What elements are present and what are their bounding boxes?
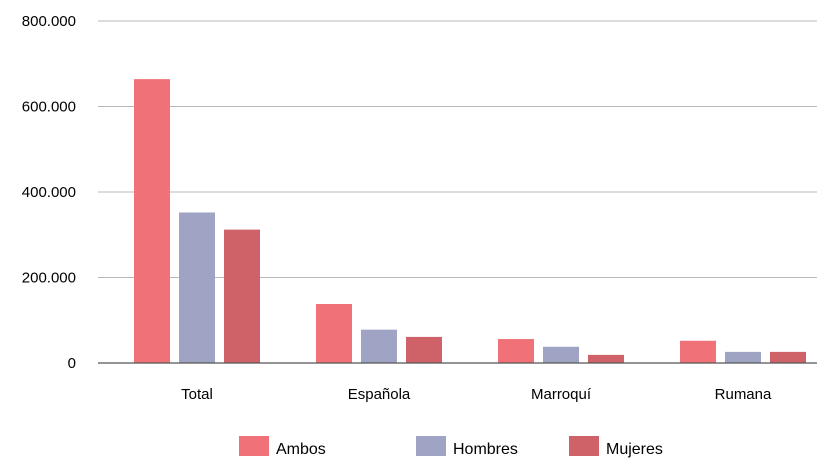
x-category-label: Española — [348, 386, 411, 403]
bar-hombres-0 — [179, 212, 215, 363]
bar-hombres-2 — [543, 346, 579, 363]
legend-swatch-hombres — [416, 436, 446, 456]
bar-ambos-3 — [680, 340, 716, 363]
legend: Ambos Hombres Mujeres — [239, 436, 663, 458]
bar-hombres-1 — [361, 329, 397, 363]
x-axis-labels: Total Española Marroquí Rumana — [181, 386, 772, 403]
y-axis-ticks: 0 200.000 400.000 600.000 800.000 — [22, 13, 76, 372]
gridlines — [98, 20, 817, 278]
legend-label-ambos: Ambos — [276, 441, 326, 458]
bar-mujeres-3 — [770, 351, 806, 363]
y-tick-label: 800.000 — [22, 13, 76, 30]
y-tick-label: 400.000 — [22, 184, 76, 201]
bar-ambos-0 — [134, 79, 170, 363]
bar-mujeres-1 — [406, 336, 442, 363]
bar-mujeres-0 — [224, 229, 260, 363]
x-category-label: Rumana — [715, 386, 772, 403]
bar-ambos-1 — [316, 304, 352, 363]
x-category-label: Total — [181, 386, 213, 403]
bar-hombres-3 — [725, 351, 761, 363]
x-category-label: Marroquí — [531, 386, 592, 403]
bar-ambos-2 — [498, 339, 534, 363]
legend-label-mujeres: Mujeres — [606, 441, 663, 458]
y-tick-label: 600.000 — [22, 99, 76, 116]
bars — [134, 79, 806, 363]
y-tick-label: 200.000 — [22, 270, 76, 287]
legend-swatch-ambos — [239, 436, 269, 456]
y-tick-label: 0 — [68, 355, 76, 372]
bar-mujeres-2 — [588, 354, 624, 363]
legend-swatch-mujeres — [569, 436, 599, 456]
legend-label-hombres: Hombres — [453, 441, 518, 458]
